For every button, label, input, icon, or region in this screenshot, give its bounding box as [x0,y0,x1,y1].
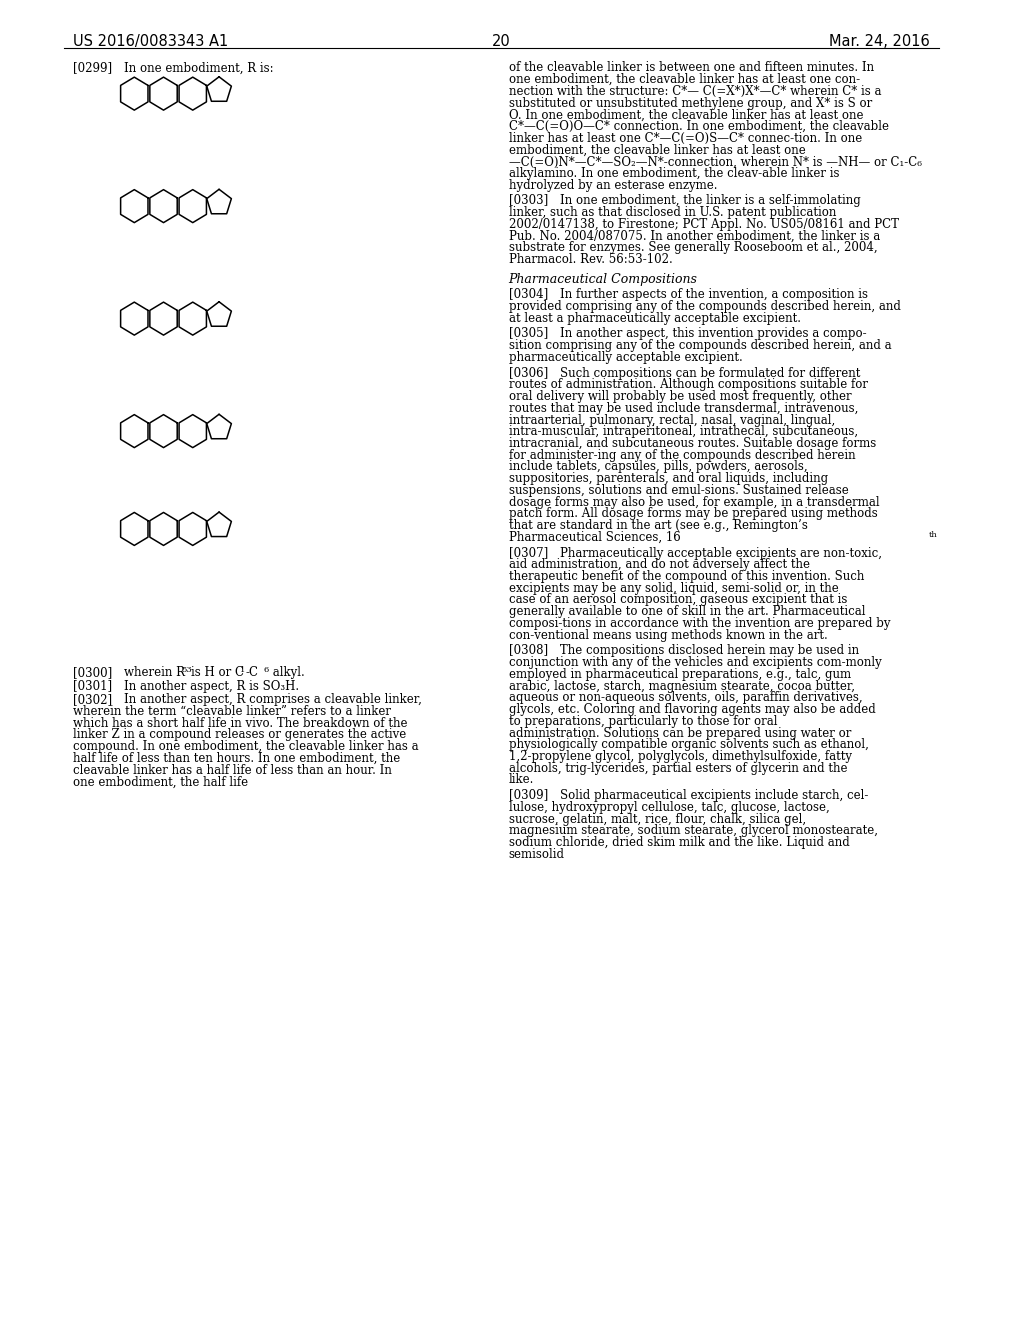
Text: [0301]: [0301] [74,680,113,693]
Text: US 2016/0083343 A1: US 2016/0083343 A1 [74,34,228,49]
Text: include tablets, capsules, pills, powders, aerosols,: include tablets, capsules, pills, powder… [509,461,807,474]
Text: case of an aerosol composition, gaseous excipient that is: case of an aerosol composition, gaseous … [509,594,847,606]
Text: one embodiment, the cleavable linker has at least one con-: one embodiment, the cleavable linker has… [509,73,860,86]
Text: composi-tions in accordance with the invention are prepared by: composi-tions in accordance with the inv… [509,616,890,630]
Text: physiologically compatible organic solvents such as ethanol,: physiologically compatible organic solve… [509,738,868,751]
Text: [0304] In further aspects of the invention, a composition is: [0304] In further aspects of the inventi… [509,288,867,301]
Text: arabic, lactose, starch, magnesium stearate, cocoa butter,: arabic, lactose, starch, magnesium stear… [509,680,855,693]
Text: sucrose, gelatin, malt, rice, flour, chalk, silica gel,: sucrose, gelatin, malt, rice, flour, cha… [509,813,806,825]
Text: administration. Solutions can be prepared using water or: administration. Solutions can be prepare… [509,726,851,739]
Text: alkylamino. In one embodiment, the cleav-able linker is: alkylamino. In one embodiment, the cleav… [509,168,839,180]
Text: con-ventional means using methods known in the art.: con-ventional means using methods known … [509,628,827,642]
Text: glycols, etc. Coloring and flavoring agents may also be added: glycols, etc. Coloring and flavoring age… [509,704,876,715]
Text: Pharmacol. Rev. 56:53-102.: Pharmacol. Rev. 56:53-102. [509,253,673,267]
Text: pharmaceutically acceptable excipient.: pharmaceutically acceptable excipient. [509,351,742,364]
Text: patch form. All dosage forms may be prepared using methods: patch form. All dosage forms may be prep… [509,507,878,520]
Text: wherein the term “cleavable linker” refers to a linker: wherein the term “cleavable linker” refe… [74,705,391,718]
Text: linker Z in a compound releases or generates the active: linker Z in a compound releases or gener… [74,729,407,742]
Text: alkyl.: alkyl. [269,665,305,678]
Text: routes of administration. Although compositions suitable for: routes of administration. Although compo… [509,379,867,391]
Text: wherein R: wherein R [124,665,185,678]
Text: which has a short half life in vivo. The breakdown of the: which has a short half life in vivo. The… [74,717,408,730]
Text: -C: -C [246,665,258,678]
Text: Pharmaceutical Sciences, 16: Pharmaceutical Sciences, 16 [509,531,680,544]
Text: one embodiment, the half life: one embodiment, the half life [74,775,249,788]
Text: [0303] In one embodiment, the linker is a self-immolating: [0303] In one embodiment, the linker is … [509,194,860,207]
Text: 6: 6 [263,665,268,675]
Text: intra-muscular, intraperitoneal, intrathecal, subcutaneous,: intra-muscular, intraperitoneal, intrath… [509,425,858,438]
Text: compound. In one embodiment, the cleavable linker has a: compound. In one embodiment, the cleavab… [74,741,419,754]
Text: routes that may be used include transdermal, intravenous,: routes that may be used include transder… [509,401,858,414]
Text: conjunction with any of the vehicles and excipients com-monly: conjunction with any of the vehicles and… [509,656,882,669]
Text: embodiment, the cleavable linker has at least one: embodiment, the cleavable linker has at … [509,144,806,157]
Text: semisolid: semisolid [509,847,564,861]
Text: employed in pharmaceutical preparations, e.g., talc, gum: employed in pharmaceutical preparations,… [509,668,851,681]
Text: linker, such as that disclosed in U.S. patent publication: linker, such as that disclosed in U.S. p… [509,206,836,219]
Text: nection with the structure: C*— C(=X*)X*—C* wherein C* is a: nection with the structure: C*— C(=X*)X*… [509,84,881,98]
Text: substituted or unsubstituted methylene group, and X* is S or: substituted or unsubstituted methylene g… [509,96,871,110]
Text: alcohols, trig-lycerides, partial esters of glycerin and the: alcohols, trig-lycerides, partial esters… [509,762,847,775]
Text: [0305] In another aspect, this invention provides a compo-: [0305] In another aspect, this invention… [509,327,866,341]
Text: intracranial, and subcutaneous routes. Suitable dosage forms: intracranial, and subcutaneous routes. S… [509,437,876,450]
Text: 20: 20 [492,34,510,49]
Text: suppositories, parenterals, and oral liquids, including: suppositories, parenterals, and oral liq… [509,473,827,486]
Text: intraarterial, pulmonary, rectal, nasal, vaginal, lingual,: intraarterial, pulmonary, rectal, nasal,… [509,413,835,426]
Text: linker has at least one C*—C(=O)S—C* connec-tion. In one: linker has at least one C*—C(=O)S—C* con… [509,132,862,145]
Text: like.: like. [509,774,535,787]
Text: at least a pharmaceutically acceptable excipient.: at least a pharmaceutically acceptable e… [509,312,801,325]
Text: aid administration, and do not adversely affect the: aid administration, and do not adversely… [509,558,810,572]
Text: [0307] Pharmaceutically acceptable excipients are non-toxic,: [0307] Pharmaceutically acceptable excip… [509,546,882,560]
Text: In another aspect, R comprises a cleavable linker,: In another aspect, R comprises a cleavab… [124,693,422,706]
Text: In one embodiment, R is:: In one embodiment, R is: [124,61,273,74]
Text: Pharmaceutical Compositions: Pharmaceutical Compositions [509,273,697,285]
Text: sition comprising any of the compounds described herein, and a: sition comprising any of the compounds d… [509,339,891,352]
Text: 2002/0147138, to Firestone; PCT Appl. No. US05/08161 and PCT: 2002/0147138, to Firestone; PCT Appl. No… [509,218,899,231]
Text: generally available to one of skill in the art. Pharmaceutical: generally available to one of skill in t… [509,606,865,618]
Text: O. In one embodiment, the cleavable linker has at least one: O. In one embodiment, the cleavable link… [509,108,863,121]
Text: Mar. 24, 2016: Mar. 24, 2016 [828,34,929,49]
Text: [0308] The compositions disclosed herein may be used in: [0308] The compositions disclosed herein… [509,644,859,657]
Text: hydrolyzed by an esterase enzyme.: hydrolyzed by an esterase enzyme. [509,178,717,191]
Text: provided comprising any of the compounds described herein, and: provided comprising any of the compounds… [509,300,900,313]
Text: excipients may be any solid, liquid, semi-solid or, in the: excipients may be any solid, liquid, sem… [509,582,839,595]
Text: [0309] Solid pharmaceutical excipients include starch, cel-: [0309] Solid pharmaceutical excipients i… [509,789,868,803]
Text: to preparations, particularly to those for oral: to preparations, particularly to those f… [509,714,777,727]
Text: [0299]: [0299] [74,61,113,74]
Text: for administer-ing any of the compounds described herein: for administer-ing any of the compounds … [509,449,855,462]
Text: half life of less than ten hours. In one embodiment, the: half life of less than ten hours. In one… [74,752,400,766]
Text: Pub. No. 2004/087075. In another embodiment, the linker is a: Pub. No. 2004/087075. In another embodim… [509,230,880,243]
Text: [0306] Such compositions can be formulated for different: [0306] Such compositions can be formulat… [509,367,860,380]
Text: 53: 53 [181,665,191,675]
Text: C*—C(=O)O—C* connection. In one embodiment, the cleavable: C*—C(=O)O—C* connection. In one embodime… [509,120,889,133]
Text: is H or C: is H or C [190,665,244,678]
Text: [0302]: [0302] [74,693,113,706]
Text: In another aspect, R is SO₃H.: In another aspect, R is SO₃H. [124,680,299,693]
Text: substrate for enzymes. See generally Rooseboom et al., 2004,: substrate for enzymes. See generally Roo… [509,242,878,255]
Text: lulose, hydroxypropyl cellulose, talc, glucose, lactose,: lulose, hydroxypropyl cellulose, talc, g… [509,801,829,814]
Text: cleavable linker has a half life of less than an hour. In: cleavable linker has a half life of less… [74,764,392,776]
Text: oral delivery will probably be used most frequently, other: oral delivery will probably be used most… [509,389,851,403]
Text: suspensions, solutions and emul-sions. Sustained release: suspensions, solutions and emul-sions. S… [509,484,849,496]
Text: —C(=O)N*—C*—SO₂—N*-connection, wherein N* is —NH— or C₁-C₆: —C(=O)N*—C*—SO₂—N*-connection, wherein N… [509,156,922,168]
Text: therapeutic benefit of the compound of this invention. Such: therapeutic benefit of the compound of t… [509,570,864,583]
Text: th: th [929,531,938,539]
Text: dosage forms may also be used, for example, in a transdermal: dosage forms may also be used, for examp… [509,496,880,508]
Text: of the cleavable linker is between one and fifteen minutes. In: of the cleavable linker is between one a… [509,61,873,74]
Text: that are standard in the art (see e.g., Remington’s: that are standard in the art (see e.g., … [509,519,808,532]
Text: [0300]: [0300] [74,665,113,678]
Text: 1,2-propylene glycol, polyglycols, dimethylsulfoxide, fatty: 1,2-propylene glycol, polyglycols, dimet… [509,750,852,763]
Text: sodium chloride, dried skim milk and the like. Liquid and: sodium chloride, dried skim milk and the… [509,836,849,849]
Text: magnesium stearate, sodium stearate, glycerol monostearate,: magnesium stearate, sodium stearate, gly… [509,824,878,837]
Text: aqueous or non-aqueous solvents, oils, paraffin derivatives,: aqueous or non-aqueous solvents, oils, p… [509,692,862,705]
Text: 1: 1 [240,665,245,675]
